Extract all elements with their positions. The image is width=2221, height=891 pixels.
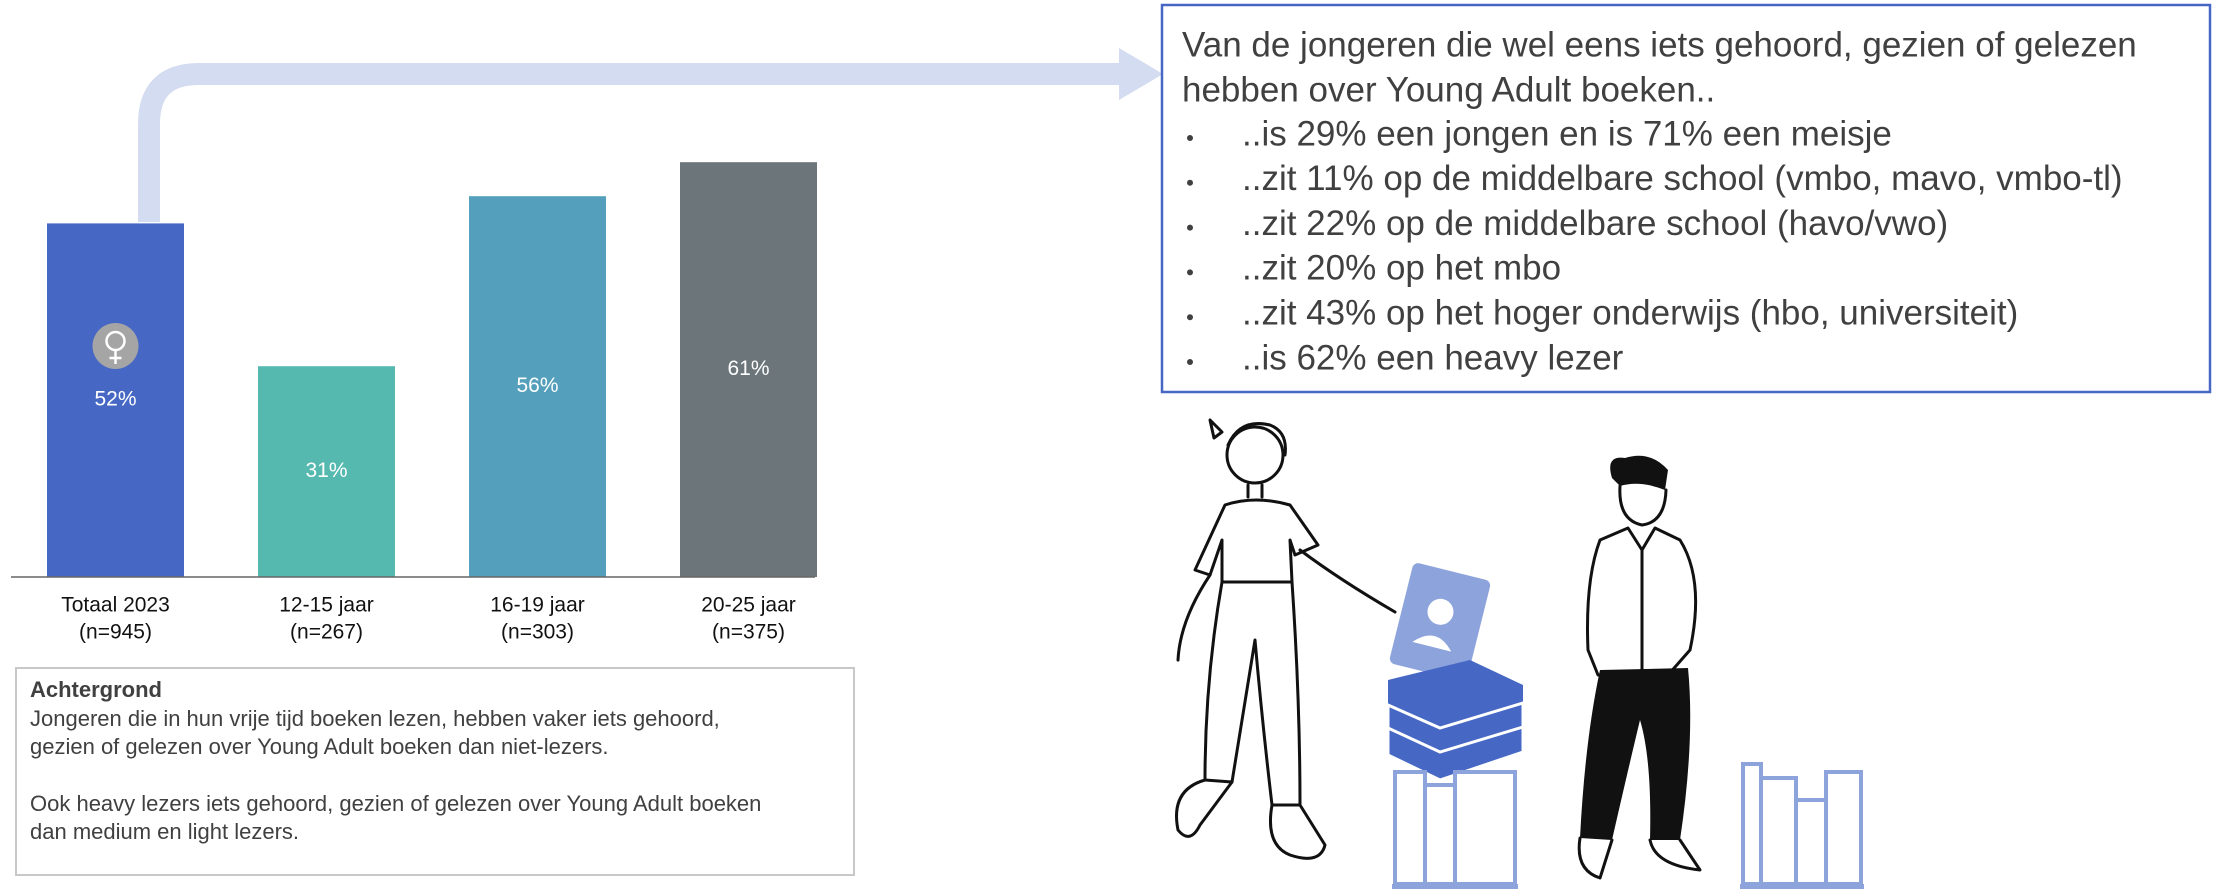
background-line: Jongeren die in hun vrije tijd boeken le… <box>30 706 720 731</box>
page: 52% Totaal 2023 (n=945) 31% 12-15 jaar (n=267… <box>0 0 2221 891</box>
arrow-head <box>1119 48 1163 100</box>
background-title: Achtergrond <box>30 677 162 702</box>
bar-chart: 52% Totaal 2023 (n=945) 31% 12-15 jaar (n=267… <box>47 162 817 643</box>
connector-arrow <box>149 74 1122 222</box>
bullet <box>1187 135 1193 141</box>
bullet <box>1187 180 1193 186</box>
background-line: dan medium en light lezers. <box>30 819 299 844</box>
x-tick-note: (n=375) <box>712 621 785 644</box>
background-line: gezien of gelezen over Young Adult boeke… <box>30 734 609 759</box>
info-title: hebben over Young Adult boeken.. <box>1182 70 1715 109</box>
value-label: 52% <box>94 388 136 411</box>
info-item: ..zit 11% op de middelbare school (vmbo,… <box>1242 159 2123 198</box>
bullet <box>1187 269 1193 275</box>
bullet <box>1187 359 1193 365</box>
info-item: ..is 29% een jongen en is 71% een meisje <box>1242 114 1892 153</box>
x-tick-note: (n=267) <box>290 621 363 644</box>
info-item: ..zit 20% op het mbo <box>1242 249 1561 288</box>
info-item: ..is 62% een heavy lezer <box>1242 338 1624 377</box>
x-tick-label: Totaal 2023 <box>61 594 170 617</box>
x-tick-label: 20-25 jaar <box>701 594 796 617</box>
bullet <box>1187 314 1193 320</box>
girl-illustration <box>1177 420 1395 858</box>
value-label: 31% <box>305 459 347 482</box>
info-item: ..zit 43% op het hoger onderwijs (hbo, u… <box>1242 293 2018 332</box>
x-tick-label: 16-19 jaar <box>490 594 585 617</box>
bookshelf <box>1740 764 1864 889</box>
info-title: Van de jongeren die wel eens iets gehoor… <box>1182 25 2137 64</box>
info-item: ..zit 22% op de middelbare school (havo/… <box>1242 204 1948 243</box>
book-stack <box>1388 562 1523 889</box>
background-line: Ook heavy lezers iets gehoord, gezien of… <box>30 791 761 816</box>
value-label: 56% <box>516 374 558 397</box>
value-label: 61% <box>727 357 769 380</box>
boy-illustration <box>1579 456 1700 878</box>
bullet <box>1187 225 1193 231</box>
x-tick-note: (n=303) <box>501 621 574 644</box>
x-tick-label: 12-15 jaar <box>279 594 374 617</box>
x-tick-note: (n=945) <box>79 621 152 644</box>
